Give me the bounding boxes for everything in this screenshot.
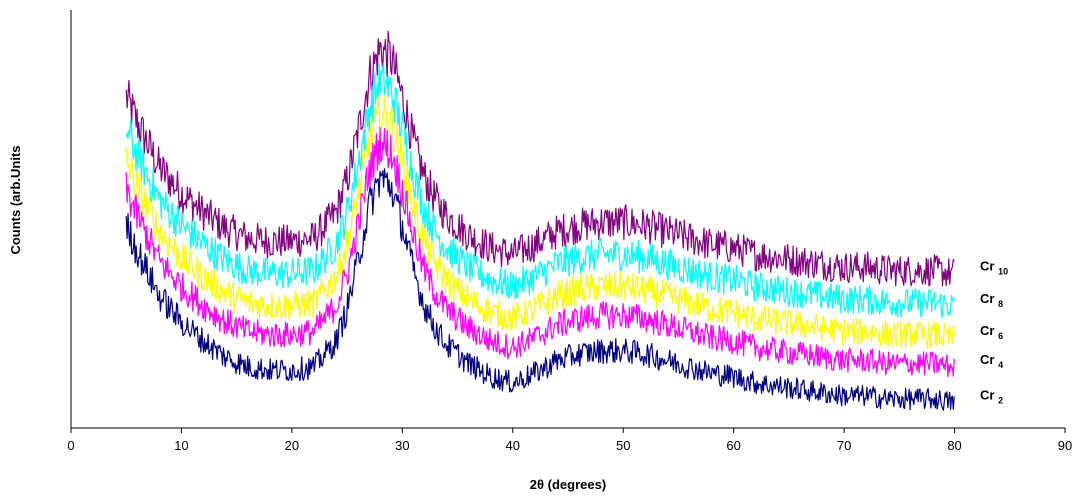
- series-line-cr-10: [125, 30, 955, 287]
- series-labels: Cr 2 Cr 4 Cr 6 Cr 8 Cr 10: [980, 259, 1008, 406]
- series-line-cr-6: [125, 94, 955, 349]
- x-tick-label: 50: [616, 438, 630, 453]
- series-line-cr-2: [125, 168, 955, 411]
- x-tick-label: 0: [67, 438, 74, 453]
- x-tick-label: 60: [726, 438, 740, 453]
- series-label-cr-10: Cr 10: [980, 259, 1008, 277]
- x-tick-label: 20: [285, 438, 299, 453]
- series-label-cr-8: Cr 8: [980, 291, 1003, 309]
- x-tick-label: 80: [947, 438, 961, 453]
- series-label-cr-6: Cr 6: [980, 323, 1003, 341]
- series-curves: [125, 30, 955, 411]
- x-axis-ticks: 0 10 20 30 40 50 60 70 80 90: [67, 428, 1072, 453]
- y-axis-title: Counts (arb.Units: [8, 145, 23, 254]
- series-line-cr-4: [125, 127, 955, 378]
- series-line-cr-8: [125, 62, 955, 318]
- series-label-cr-4: Cr 4: [980, 352, 1003, 370]
- x-tick-label: 70: [837, 438, 851, 453]
- series-label-cr-2: Cr 2: [980, 387, 1003, 405]
- x-tick-label: 30: [395, 438, 409, 453]
- x-tick-label: 90: [1058, 438, 1072, 453]
- x-tick-label: 10: [174, 438, 188, 453]
- x-axis-title: 2θ (degrees): [530, 477, 606, 492]
- x-tick-label: 40: [506, 438, 520, 453]
